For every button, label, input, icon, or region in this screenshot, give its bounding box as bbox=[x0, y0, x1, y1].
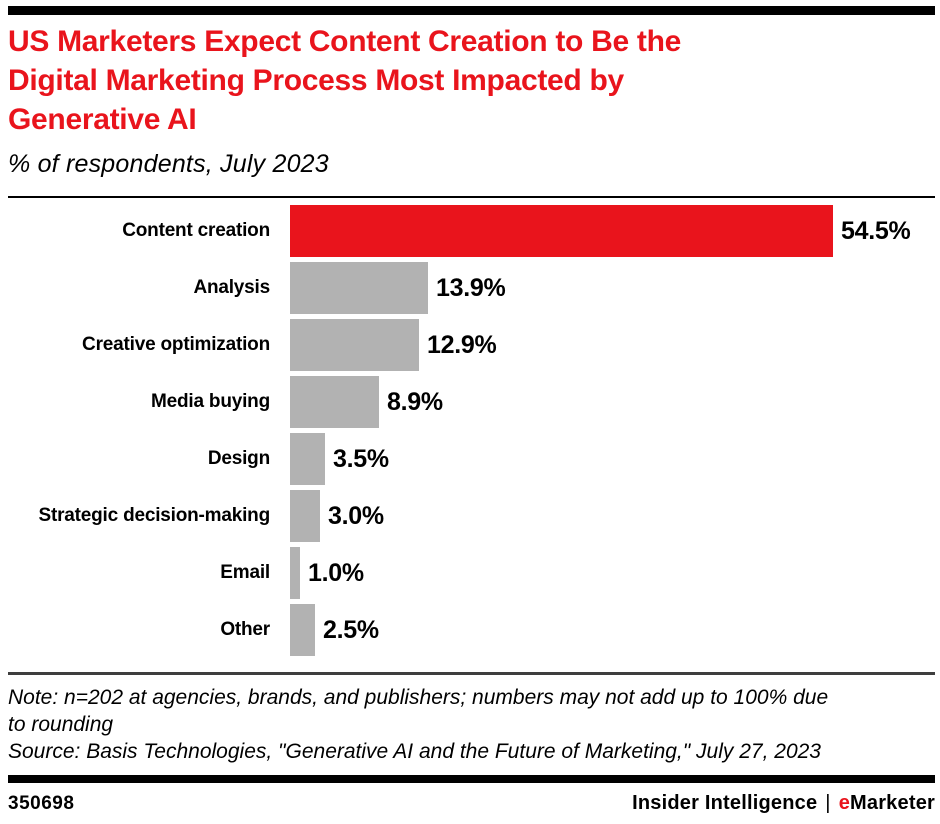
bar-area: 1.0% bbox=[290, 547, 935, 599]
brand-emarketer-rest: Marketer bbox=[850, 792, 935, 814]
value-label: 3.0% bbox=[328, 501, 384, 530]
bar-area: 8.9% bbox=[290, 376, 935, 428]
bar-area: 13.9% bbox=[290, 262, 935, 314]
bar bbox=[290, 376, 379, 428]
value-label: 3.5% bbox=[333, 444, 389, 473]
notes-block: Note: n=202 at agencies, brands, and pub… bbox=[8, 684, 935, 765]
chart-row: Other 2.5% bbox=[8, 604, 935, 656]
source-text: Source: Basis Technologies, "Generative … bbox=[8, 740, 821, 763]
bar bbox=[290, 547, 300, 599]
bar bbox=[290, 604, 315, 656]
category-label: Analysis bbox=[193, 277, 270, 298]
header-divider bbox=[8, 196, 935, 198]
title-line-1: US Marketers Expect Content Creation to … bbox=[8, 25, 682, 58]
bar bbox=[290, 319, 419, 371]
category-label: Other bbox=[220, 619, 270, 640]
brand-emarketer-e: e bbox=[838, 792, 851, 814]
brand-logotype: Insider Intelligence | eMarketer bbox=[632, 792, 935, 815]
value-label: 13.9% bbox=[436, 273, 506, 302]
value-label: 8.9% bbox=[387, 387, 443, 416]
footer-accent-bar bbox=[8, 775, 935, 783]
chart-row: Media buying 8.9% bbox=[8, 376, 935, 428]
chart-row: Design 3.5% bbox=[8, 433, 935, 485]
title-line-2: Digital Marketing Process Most Impacted … bbox=[8, 64, 624, 97]
bar bbox=[290, 205, 833, 257]
brand-insider-intelligence: Insider Intelligence bbox=[632, 792, 818, 814]
bar bbox=[290, 433, 325, 485]
value-label: 54.5% bbox=[841, 216, 911, 245]
category-label: Media buying bbox=[151, 391, 270, 412]
bar-area: 2.5% bbox=[290, 604, 935, 656]
chart-row: Analysis 13.9% bbox=[8, 262, 935, 314]
chart-row: Content creation 54.5% bbox=[8, 205, 935, 257]
chart-row: Creative optimization 12.9% bbox=[8, 319, 935, 371]
bar-chart: Content creation 54.5% Analysis 13.9% Creati… bbox=[8, 205, 935, 656]
value-label: 2.5% bbox=[323, 615, 379, 644]
category-label: Strategic decision-making bbox=[38, 505, 270, 526]
chart-row: Email 1.0% bbox=[8, 547, 935, 599]
chart-row: Strategic decision-making 3.0% bbox=[8, 490, 935, 542]
category-label: Creative optimization bbox=[82, 334, 270, 355]
bar-area: 3.5% bbox=[290, 433, 935, 485]
note-text-line-1: Note: n=202 at agencies, brands, and pub… bbox=[8, 686, 829, 709]
bar bbox=[290, 490, 320, 542]
brand-separator: | bbox=[825, 792, 831, 814]
footer: 350698 Insider Intelligence | eMarketer bbox=[8, 792, 935, 815]
chart-id: 350698 bbox=[8, 793, 75, 814]
note-text-line-2: to rounding bbox=[8, 713, 114, 736]
title-line-3: Generative AI bbox=[8, 103, 197, 136]
notes-divider bbox=[8, 672, 935, 675]
value-label: 1.0% bbox=[308, 558, 364, 587]
category-label: Content creation bbox=[122, 220, 270, 241]
chart-subtitle: % of respondents, July 2023 bbox=[8, 150, 329, 178]
bar bbox=[290, 262, 428, 314]
value-label: 12.9% bbox=[427, 330, 497, 359]
category-label: Email bbox=[220, 562, 270, 583]
bar-area: 12.9% bbox=[290, 319, 935, 371]
category-label: Design bbox=[207, 448, 270, 469]
top-accent-bar bbox=[8, 6, 935, 15]
bar-area: 3.0% bbox=[290, 490, 935, 542]
bar-area: 54.5% bbox=[290, 205, 935, 257]
chart-title: US Marketers Expect Content Creation to … bbox=[8, 22, 935, 139]
